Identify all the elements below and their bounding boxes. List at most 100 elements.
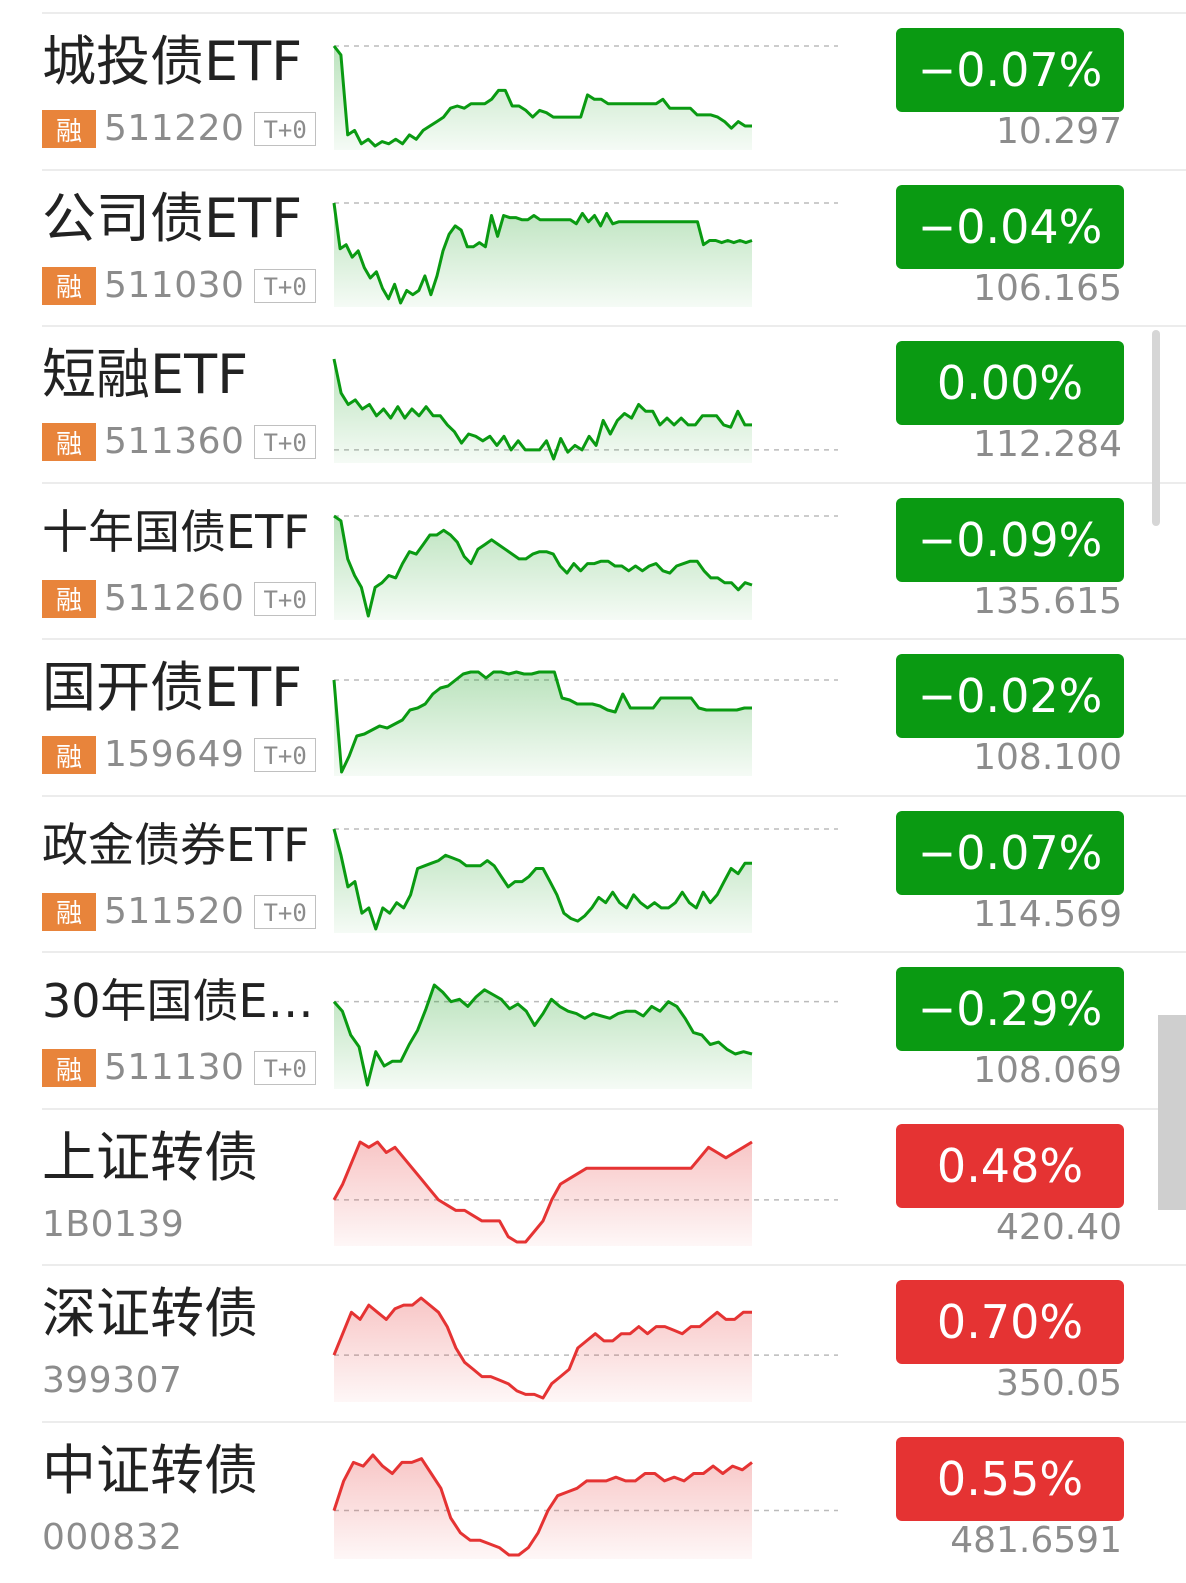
sparkline-line <box>332 45 752 148</box>
price-value: 108.100 <box>973 737 1122 778</box>
margin-badge: 融 <box>42 266 96 305</box>
fund-list[interactable]: 城投债ETF 融 511220 T+0 −0.07% 10.297 公司债ETF 融 51103… <box>0 14 1186 1579</box>
fund-name: 公司债ETF <box>42 186 303 250</box>
margin-badge: 融 <box>42 579 96 618</box>
fund-meta: 融 159649 T+0 <box>42 736 316 774</box>
sparkline-line <box>332 828 752 930</box>
fund-code: 511260 <box>104 577 245 619</box>
fund-meta: 融 511520 T+0 <box>42 890 316 932</box>
sparkline-area <box>334 828 752 933</box>
fund-code: 511360 <box>104 421 245 462</box>
price-value: 350.05 <box>996 1363 1122 1404</box>
sparkline-line <box>332 358 752 461</box>
margin-badge: 融 <box>42 736 96 774</box>
margin-badge: 融 <box>42 423 96 461</box>
fund-meta: 融 511030 T+0 <box>42 266 316 305</box>
change-badge[interactable]: −0.04% <box>896 184 1124 269</box>
fund-meta: 融 511360 T+0 <box>42 423 316 461</box>
price-value: 420.40 <box>996 1206 1122 1248</box>
sparkline-line <box>332 202 753 304</box>
t0-tag: T+0 <box>254 112 316 146</box>
t0-tag: T+0 <box>254 425 316 459</box>
row-divider <box>42 1420 1186 1423</box>
t0-tag: T+0 <box>254 1051 316 1085</box>
sparkline-area <box>334 1141 752 1246</box>
sparkline-chart <box>332 45 838 150</box>
margin-badge: 融 <box>42 110 96 148</box>
fund-code: 159649 <box>104 734 245 775</box>
t0-tag: T+0 <box>254 581 316 616</box>
margin-badge: 融 <box>42 1049 96 1087</box>
sparkline-area <box>334 1298 752 1402</box>
t0-tag: T+0 <box>254 894 316 929</box>
sparkline-chart <box>332 201 838 307</box>
fund-code: 511220 <box>104 108 245 149</box>
sparkline-line <box>332 670 752 774</box>
fund-name: 政金债券ETF <box>42 817 310 872</box>
fund-meta: 000832 <box>42 1518 182 1557</box>
change-badge[interactable]: −0.29% <box>896 967 1124 1051</box>
change-badge[interactable]: 0.00% <box>896 341 1124 425</box>
sparkline-line <box>333 514 753 617</box>
fund-meta: 1B0139 <box>42 1203 185 1245</box>
row-divider <box>42 638 1186 640</box>
sparkline-chart <box>332 983 838 1089</box>
sparkline-area <box>334 515 752 620</box>
fund-meta: 399307 <box>42 1362 182 1400</box>
list-item[interactable]: 中证转债 000832 0.55% 481.6591 <box>0 1423 1186 1580</box>
sparkline-line <box>332 1140 753 1243</box>
price-value: 106.165 <box>973 267 1122 309</box>
fund-name: 城投债ETF <box>42 30 303 93</box>
sparkline-chart <box>332 358 838 463</box>
change-badge[interactable]: −0.02% <box>896 654 1124 738</box>
change-badge[interactable]: −0.09% <box>896 497 1124 582</box>
list-item[interactable]: 公司债ETF 融 511030 T+0 −0.04% 106.165 <box>0 171 1186 327</box>
row-divider <box>42 794 1186 797</box>
fund-name: 30年国债ET… <box>42 974 327 1028</box>
row-divider <box>42 1107 1186 1110</box>
top-divider <box>42 12 1186 14</box>
change-badge[interactable]: −0.07% <box>896 810 1124 895</box>
change-badge[interactable]: 0.70% <box>896 1280 1124 1364</box>
fund-meta: 融 511130 T+0 <box>42 1049 316 1087</box>
sparkline-area <box>334 672 752 776</box>
list-item[interactable]: 深证转债 399307 0.70% 350.05 <box>0 1266 1186 1423</box>
list-item[interactable]: 30年国债ET… 融 511130 T+0 −0.29% 108.069 <box>0 953 1186 1110</box>
fund-meta: 融 511220 T+0 <box>42 110 316 148</box>
fund-code: 1B0139 <box>42 1203 185 1245</box>
price-value: 114.569 <box>973 893 1122 935</box>
sparkline-area <box>334 46 752 150</box>
price-value: 135.615 <box>973 580 1122 622</box>
sparkline-chart <box>333 514 838 620</box>
list-item[interactable]: 政金债券ETF 融 511520 T+0 −0.07% 114.569 <box>0 797 1186 953</box>
t0-tag: T+0 <box>254 738 316 772</box>
change-badge[interactable]: −0.07% <box>896 28 1124 112</box>
fund-meta: 融 511260 T+0 <box>42 577 316 619</box>
fund-code: 511130 <box>104 1047 245 1088</box>
fund-code: 511520 <box>104 890 245 932</box>
change-badge[interactable]: 0.48% <box>896 1123 1124 1208</box>
change-badge[interactable]: 0.55% <box>896 1436 1124 1521</box>
sparkline-area <box>334 985 752 1089</box>
margin-badge: 融 <box>42 892 96 931</box>
sparkline-area <box>334 202 752 307</box>
fund-name: 十年国债ETF <box>42 504 310 559</box>
price-value: 10.297 <box>996 111 1122 152</box>
row-divider <box>42 325 1186 327</box>
sparkline-line <box>332 1296 752 1400</box>
sparkline-line <box>332 1453 753 1556</box>
scroll-thumb[interactable] <box>1158 1015 1186 1210</box>
sparkline-chart <box>332 827 838 933</box>
list-item[interactable]: 十年国债ETF 融 511260 T+0 −0.09% 135.615 <box>0 484 1186 640</box>
list-item[interactable]: 短融ETF 融 511360 T+0 0.00% 112.284 <box>0 327 1186 484</box>
row-divider <box>42 951 1186 953</box>
fund-name: 国开债ETF <box>42 656 303 719</box>
list-item[interactable]: 上证转债 1B0139 0.48% 420.40 <box>0 1110 1186 1266</box>
list-item[interactable]: 城投债ETF 融 511220 T+0 −0.07% 10.297 <box>0 14 1186 171</box>
scrollbar[interactable] <box>1152 330 1160 526</box>
fund-name: 深证转债 <box>42 1282 258 1345</box>
fund-name: 中证转债 <box>42 1438 258 1502</box>
list-item[interactable]: 国开债ETF 融 159649 T+0 −0.02% 108.100 <box>0 640 1186 797</box>
row-divider <box>42 481 1186 484</box>
sparkline-area <box>334 359 752 463</box>
